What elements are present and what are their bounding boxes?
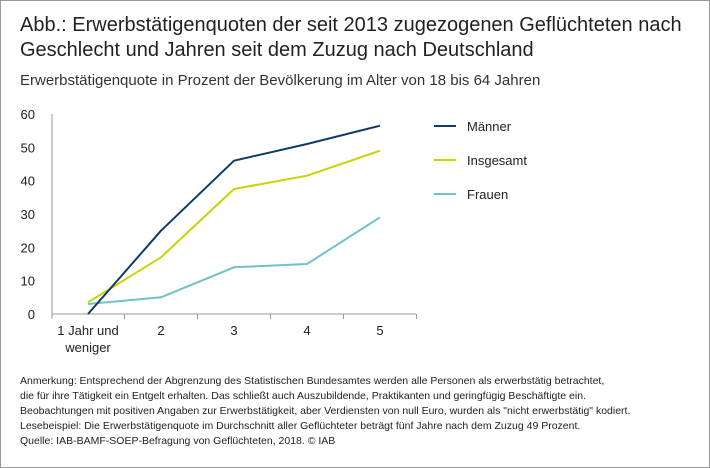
chart-title: Abb.: Erwerbstätigenquoten der seit 2013… <box>20 13 700 63</box>
x-tick-label-1: 1 Jahr und weniger <box>57 323 118 355</box>
y-tick-label-10: 10 <box>21 274 35 289</box>
series-line-insgesamt <box>87 149 381 304</box>
note-line-5: Quelle: IAB-BAMF-SOEP-Befragung von Gefl… <box>20 435 336 447</box>
y-tick-label-40: 40 <box>21 174 35 189</box>
y-tick-label-50: 50 <box>21 140 35 155</box>
series-line-m-nner <box>87 124 381 315</box>
chart-title-line-2: Geschlecht und Jahren seit dem Zuzug nac… <box>20 39 534 61</box>
notes-block: Anmerkung: Entsprechend der Abgrenzung d… <box>20 374 705 449</box>
line-chart: 0 10 20 30 40 50 60 1 Jahr und weniger 2 3 4 5 Männe… <box>21 107 528 355</box>
legend-label-m-nner: Männer <box>467 119 512 134</box>
series-line-frauen <box>87 216 381 305</box>
y-tick-label-30: 30 <box>21 207 35 222</box>
y-tick-label-20: 20 <box>21 240 35 255</box>
legend-label-insgesamt: Insgesamt <box>467 153 527 168</box>
note-line-3: Beobachtungen mit positiven Angaben zur … <box>20 405 631 417</box>
x-tick-label-5: 5 <box>376 323 383 338</box>
note-line-4: Lesebeispiel: Die Erwerbstätigenquote im… <box>20 420 581 432</box>
y-tick-label-60: 60 <box>21 107 35 122</box>
x-tick-label-4: 4 <box>303 323 310 338</box>
x-tick-label-2: 2 <box>157 323 164 338</box>
x-tick-label-line: weniger <box>64 340 111 355</box>
legend-label-frauen: Frauen <box>467 187 508 202</box>
note-line-2: die für ihre Tätigkeit ein Entgelt erhal… <box>20 390 586 402</box>
x-tick-label-line: 4 <box>303 323 310 338</box>
x-tick-label-line: 1 Jahr und <box>57 323 118 338</box>
x-tick-label-line: 5 <box>376 323 383 338</box>
y-tick-label-0: 0 <box>28 307 35 322</box>
x-tick-label-line: 3 <box>230 323 237 338</box>
x-tick-label-3: 3 <box>230 323 237 338</box>
x-tick-label-line: 2 <box>157 323 164 338</box>
chart-subtitle: Erwerbstätigenquote in Prozent der Bevöl… <box>20 72 541 89</box>
chart-title-line-1: Abb.: Erwerbstätigenquoten der seit 2013… <box>20 14 682 36</box>
note-line-1: Anmerkung: Entsprechend der Abgrenzung d… <box>20 375 605 387</box>
